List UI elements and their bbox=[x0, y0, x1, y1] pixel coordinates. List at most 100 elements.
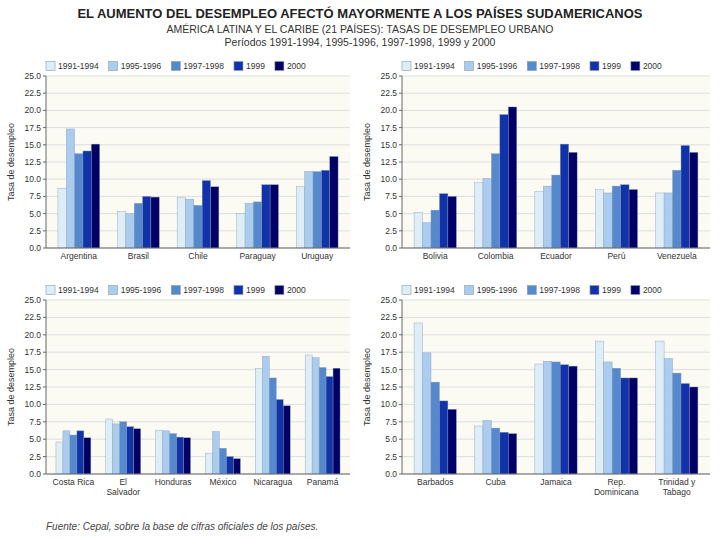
grid-line bbox=[46, 474, 350, 475]
tick-label: 10.0 bbox=[380, 174, 397, 184]
legend-label: 1995-1996 bbox=[121, 285, 162, 295]
bar bbox=[177, 437, 184, 474]
grid-line bbox=[402, 334, 710, 335]
grid-line bbox=[402, 474, 710, 475]
bar bbox=[552, 175, 560, 248]
x-axis-line bbox=[46, 248, 350, 249]
title: EL AUMENTO DEL DESEMPLEO AFECTÓ MAYORMEN… bbox=[77, 6, 642, 21]
bar bbox=[253, 202, 261, 248]
bar bbox=[156, 430, 163, 474]
grid-line bbox=[402, 93, 710, 94]
panel: 0.02.55.07.510.012.515.017.520.022.525.0… bbox=[362, 285, 710, 497]
bars bbox=[58, 129, 338, 248]
legend-swatch bbox=[234, 62, 243, 71]
legend-label: 1999 bbox=[246, 285, 265, 295]
legend-swatch bbox=[234, 286, 243, 295]
tick-label: 22.5 bbox=[380, 312, 397, 322]
grid-line bbox=[402, 110, 710, 111]
tick-label: 12.5 bbox=[24, 157, 41, 167]
legend-label: 1995-1996 bbox=[477, 61, 518, 71]
panel: 0.02.55.07.510.012.515.017.520.022.525.0… bbox=[6, 285, 350, 497]
tick-label: 7.5 bbox=[29, 417, 41, 427]
tick-label: 22.5 bbox=[24, 88, 41, 98]
category-label: Paraguay bbox=[239, 251, 276, 261]
chart-root: EL AUMENTO DEL DESEMPLEO AFECTÓ MAYORMEN… bbox=[0, 0, 720, 540]
grid-line bbox=[402, 248, 710, 249]
bar bbox=[319, 368, 326, 474]
category-label: Argentina bbox=[61, 251, 98, 261]
bar bbox=[681, 384, 689, 474]
y-axis-line bbox=[46, 300, 47, 474]
legend-swatch bbox=[465, 286, 474, 295]
category-label: ElSalvador bbox=[106, 477, 140, 497]
grid-line bbox=[402, 144, 710, 145]
bar bbox=[474, 183, 482, 248]
legend-label: 1995-1996 bbox=[477, 285, 518, 295]
bar bbox=[70, 435, 77, 474]
legend-label: 2000 bbox=[287, 285, 306, 295]
footer-note: Fuente: Cepal, sobre la base de cifras o… bbox=[46, 521, 318, 532]
bar bbox=[483, 179, 491, 248]
grid-line bbox=[402, 300, 710, 301]
legend-label: 1999 bbox=[602, 285, 621, 295]
bar bbox=[120, 422, 127, 474]
bar bbox=[414, 212, 422, 248]
category-label: Perú bbox=[607, 251, 625, 261]
tick-label: 20.0 bbox=[24, 105, 41, 115]
bar bbox=[63, 431, 70, 474]
legend-swatch bbox=[527, 286, 536, 295]
bar bbox=[205, 453, 212, 474]
tick-label: 0.0 bbox=[385, 243, 397, 253]
bar bbox=[612, 186, 620, 248]
bar bbox=[212, 432, 219, 474]
bar bbox=[474, 426, 482, 474]
bar bbox=[56, 442, 63, 474]
plot-area bbox=[46, 76, 350, 248]
category-label: Costa Rica bbox=[53, 477, 95, 487]
tick-label: 25.0 bbox=[24, 295, 41, 305]
bar bbox=[143, 196, 151, 248]
legend-swatch bbox=[171, 62, 180, 71]
legend-swatch bbox=[109, 286, 118, 295]
plot-area bbox=[402, 76, 710, 248]
grid-line bbox=[46, 352, 350, 353]
tick-label: 10.0 bbox=[24, 399, 41, 409]
legend: 1991-19941995-19961997-199819992000 bbox=[46, 61, 306, 71]
bar bbox=[276, 400, 283, 474]
x-axis-line bbox=[402, 474, 710, 475]
bar bbox=[543, 186, 551, 248]
bar bbox=[326, 377, 333, 474]
bar bbox=[552, 362, 560, 474]
bar bbox=[75, 154, 83, 248]
bar bbox=[423, 223, 431, 248]
bar bbox=[134, 429, 141, 474]
tick-label: 15.0 bbox=[24, 140, 41, 150]
legend-swatch bbox=[402, 286, 411, 295]
grid-line bbox=[46, 421, 350, 422]
legend-swatch bbox=[109, 62, 118, 71]
grid-line bbox=[46, 334, 350, 335]
bar bbox=[312, 358, 319, 474]
tick-label: 17.5 bbox=[24, 347, 41, 357]
legend-label: 1991-1994 bbox=[414, 61, 455, 71]
bar bbox=[202, 181, 210, 248]
legend-swatch bbox=[171, 286, 180, 295]
bar bbox=[656, 193, 664, 248]
bar bbox=[431, 382, 439, 474]
grid-line bbox=[46, 300, 350, 301]
bar bbox=[58, 188, 66, 248]
category-label: Ecuador bbox=[540, 251, 572, 261]
bar bbox=[629, 190, 637, 248]
bar bbox=[604, 193, 612, 248]
category-label: Brasil bbox=[128, 251, 149, 261]
grid-line bbox=[402, 127, 710, 128]
y-axis-label: Tasa de desempleo bbox=[362, 123, 372, 201]
bars bbox=[56, 355, 340, 474]
grid-line bbox=[402, 76, 710, 77]
bar bbox=[689, 387, 697, 474]
legend-swatch bbox=[402, 62, 411, 71]
bar bbox=[84, 438, 91, 474]
tick-label: 17.5 bbox=[380, 123, 397, 133]
bar bbox=[91, 144, 99, 248]
category-label: Rep.Dominicana bbox=[594, 477, 639, 497]
